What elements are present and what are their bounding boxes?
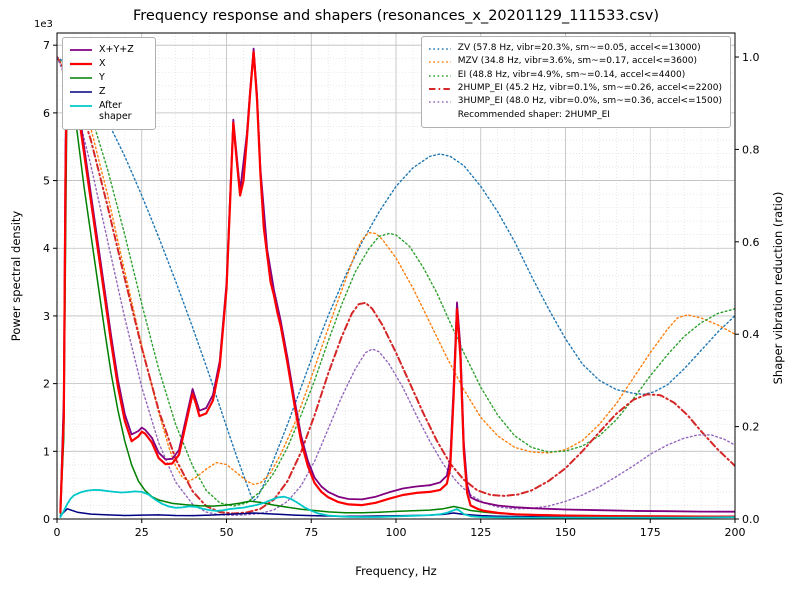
- series-line-2hump-ei: [57, 56, 735, 515]
- x-tick-label: 150: [555, 526, 576, 539]
- legend-line-sample: [428, 87, 451, 90]
- series-group: [57, 44, 735, 519]
- y-right-tick-label: 0.0: [742, 513, 760, 526]
- y-left-tick-label: 0: [43, 513, 50, 526]
- x-tick-label: 75: [304, 526, 318, 539]
- y-left-tick-label: 6: [43, 107, 50, 120]
- y-left-tick-label: 4: [43, 242, 50, 255]
- legend-item-label: X+Y+Z: [99, 44, 134, 55]
- x-tick-label: 50: [220, 526, 234, 539]
- legend-item-y: Y: [69, 72, 147, 84]
- chart-title: Frequency response and shapers (resonanc…: [133, 8, 659, 24]
- series-line-after-shaper: [59, 489, 735, 519]
- y-left-tick-label: 5: [43, 175, 50, 188]
- legend-item-label: X: [99, 57, 106, 69]
- legend-item-x: X: [69, 58, 147, 70]
- legend-item-label: 3HUMP_EI (48.0 Hz, vibr=0.0%, sm~=0.36, …: [457, 96, 722, 106]
- x-axis-label: Frequency, Hz: [355, 564, 437, 578]
- legend-line-sample: [428, 74, 451, 77]
- series-line-y: [59, 71, 735, 518]
- series-line-zv: [57, 56, 735, 502]
- y-left-offset-label: 1e3: [34, 19, 53, 30]
- y-left-tick-label: 7: [43, 39, 50, 52]
- legend-item-after-shaper: After shaper: [69, 100, 147, 124]
- series-line-ei: [57, 56, 735, 507]
- y-right-tick-label: 1.0: [742, 51, 760, 64]
- legend-line-sample: [70, 49, 92, 51]
- x-tick-label: 175: [640, 526, 661, 539]
- axis-ticks: 0 25 50 75 100 125 150 175 200 0 1 2 3 4 5 6 7 0.0 0.2 0.4 0…: [43, 39, 760, 539]
- legend-item-x-y-z: X+Y+Z: [69, 44, 147, 56]
- legend-item-label: Y: [99, 71, 105, 83]
- legend-line-sample: [70, 104, 92, 107]
- legend-line-sample: [70, 77, 92, 79]
- legend-item-2hump-ei: 2HUMP_EI (45.2 Hz, vibr=0.1%, sm~=0.26, …: [428, 83, 722, 94]
- legend-item-label: Z: [99, 85, 106, 97]
- legend-line-sample: [428, 101, 451, 103]
- legend-item-label: ZV (57.8 Hz, vibr=20.3%, sm~=0.05, accel…: [457, 43, 701, 53]
- legend-shapers-items: ZV (57.8 Hz, vibr=20.3%, sm~=0.05, accel…: [428, 43, 722, 107]
- y-left-tick-label: 1: [43, 445, 50, 458]
- legend-item-label: 2HUMP_EI (45.2 Hz, vibr=0.1%, sm~=0.26, …: [457, 82, 722, 93]
- series-line-3hump-ei: [57, 56, 735, 516]
- legend-line-sample: [70, 90, 92, 93]
- y-right-axis-label: Shaper vibration reduction (ratio): [771, 191, 785, 385]
- legend-line-sample: [70, 62, 92, 65]
- legend-item-ei: EI (48.8 Hz, vibr=4.9%, sm~=0.14, accel<…: [428, 70, 722, 81]
- series-line-mzv: [57, 56, 735, 486]
- legend-item-zv: ZV (57.8 Hz, vibr=20.3%, sm~=0.05, accel…: [428, 43, 722, 54]
- x-tick-label: 25: [135, 526, 149, 539]
- y-left-tick-label: 2: [43, 378, 50, 391]
- series-line-x: [59, 50, 735, 518]
- x-tick-label: 100: [386, 526, 407, 539]
- x-tick-label: 125: [470, 526, 491, 539]
- legend-item-3hump-ei: 3HUMP_EI (48.0 Hz, vibr=0.0%, sm~=0.36, …: [428, 96, 722, 107]
- legend-item-label: After shaper: [99, 99, 132, 123]
- legend-line-sample: [428, 61, 451, 63]
- legend-measurements: X+Y+Z X Y Z After shaper: [62, 37, 156, 131]
- legend-item-z: Z: [69, 86, 147, 98]
- y-left-tick-label: 3: [43, 310, 50, 323]
- x-tick-label: 0: [54, 526, 61, 539]
- legend-item-label: EI (48.8 Hz, vibr=4.9%, sm~=0.14, accel<…: [457, 69, 686, 80]
- y-right-tick-label: 0.4: [742, 328, 760, 341]
- grid-major: [57, 33, 735, 519]
- y-right-tick-label: 0.2: [742, 421, 760, 434]
- y-left-axis-label: Power spectral density: [9, 210, 23, 342]
- x-tick-label: 200: [725, 526, 746, 539]
- y-right-tick-label: 0.8: [742, 143, 760, 156]
- legend-shapers: ZV (57.8 Hz, vibr=20.3%, sm~=0.05, accel…: [420, 36, 731, 128]
- legend-line-sample: [428, 48, 451, 50]
- y-right-tick-label: 0.6: [742, 236, 760, 249]
- legend-item-mzv: MZV (34.8 Hz, vibr=3.6%, sm~=0.17, accel…: [428, 56, 722, 67]
- recommended-shaper-note: Recommended shaper: 2HUMP_EI: [457, 110, 610, 121]
- legend-item-label: MZV (34.8 Hz, vibr=3.6%, sm~=0.17, accel…: [457, 56, 697, 67]
